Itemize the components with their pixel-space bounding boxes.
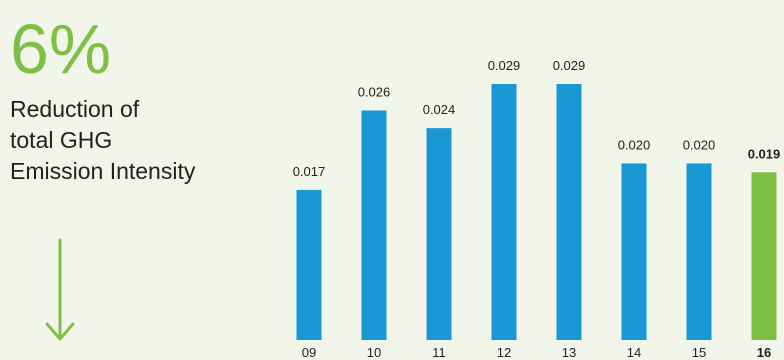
x-tick-label-15: 15 — [692, 345, 706, 360]
bar-09 — [296, 189, 322, 340]
data-label-16: 0.019 — [748, 146, 781, 161]
x-tick-label-13: 13 — [562, 345, 576, 360]
data-label-10: 0.026 — [358, 84, 391, 99]
bar-16 — [751, 172, 777, 340]
x-tick-label-12: 12 — [497, 345, 511, 360]
data-label-13: 0.029 — [553, 58, 586, 73]
data-label-11: 0.024 — [423, 102, 456, 117]
data-label-09: 0.017 — [293, 164, 326, 179]
x-tick-label-16: 16 — [757, 345, 771, 360]
x-tick-label-14: 14 — [627, 345, 641, 360]
bar-10 — [361, 110, 387, 340]
kpi-description: Reduction of total GHG Emission Intensit… — [10, 94, 260, 187]
x-tick-label-10: 10 — [367, 345, 381, 360]
bar-12 — [491, 84, 517, 340]
kpi-description-line: Emission Intensity — [10, 158, 196, 184]
data-label-15: 0.020 — [683, 137, 716, 152]
x-tick-label-11: 11 — [432, 345, 446, 360]
kpi-description-line: total GHG — [10, 127, 113, 153]
bar-15 — [686, 163, 712, 340]
kpi-percent: 6% — [10, 10, 112, 88]
bar-11 — [426, 128, 452, 340]
bar-14 — [621, 163, 647, 340]
data-label-14: 0.020 — [618, 137, 651, 152]
kpi-description-line: Reduction of — [10, 96, 140, 122]
bar-13 — [556, 84, 582, 340]
x-tick-label-09: 09 — [302, 345, 316, 360]
down-arrow-icon — [45, 238, 75, 341]
data-label-12: 0.029 — [488, 58, 521, 73]
